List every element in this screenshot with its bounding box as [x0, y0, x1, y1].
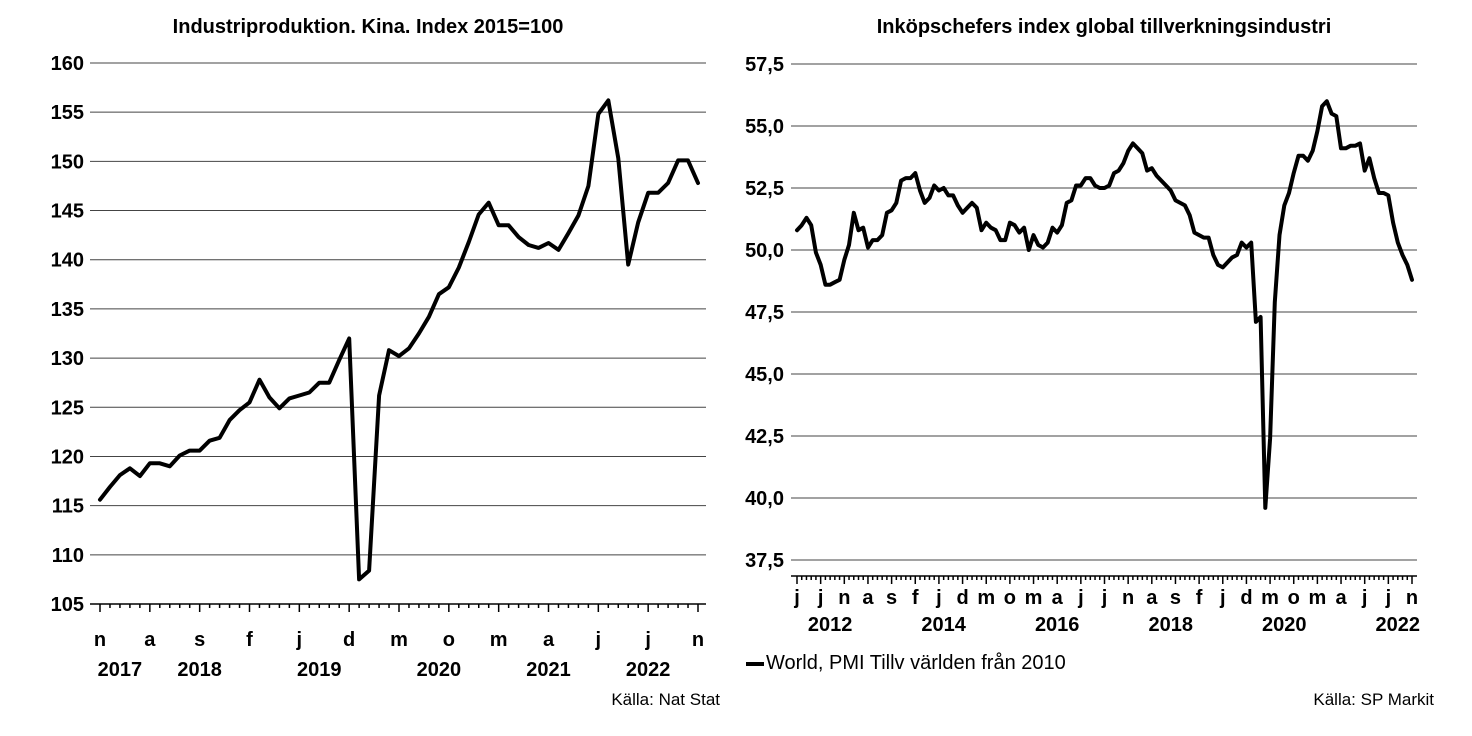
right-chart-panel: Inköpschefers index global tillverknings… [736, 0, 1472, 736]
right-month-label: o [1004, 587, 1016, 609]
left-y-tick-label: 110 [52, 545, 84, 567]
left-y-tick-label: 135 [51, 299, 84, 321]
left-month-label: j [644, 629, 651, 651]
right-y-tick-label: 37,5 [745, 550, 784, 572]
left-y-tick-label: 140 [51, 250, 84, 272]
right-month-label: j [1077, 587, 1084, 609]
right-y-tick-label: 42,5 [745, 426, 784, 448]
left-month-label: m [490, 629, 508, 651]
left-month-label: j [595, 629, 602, 651]
right-month-label: m [1025, 587, 1043, 609]
right-chart-title: Inköpschefers index global tillverknings… [876, 16, 1332, 38]
right-y-tick-label: 40,0 [745, 488, 784, 510]
right-chart-svg: 37,540,042,545,047,550,052,555,057,5j j n a… [745, 54, 1421, 636]
right-y-tick-label: 55,0 [745, 116, 784, 138]
left-month-label: s [194, 629, 205, 651]
right-month-label: a [1052, 587, 1064, 609]
left-month-label: n [692, 629, 704, 651]
right-month-label: j [817, 587, 824, 609]
left-chart-title: Industriproduktion. Kina. Index 2015=100 [172, 16, 564, 38]
right-month-label: a [862, 587, 874, 609]
left-year-label: 2021 [526, 659, 571, 681]
left-y-tick-label: 150 [51, 151, 84, 173]
left-month-label: m [390, 629, 408, 651]
right-source-text: Källa: SP Markit [1313, 690, 1434, 709]
legend-series-label: World, PMI Tillv världen från 2010 [766, 652, 1066, 674]
left-y-tick-label: 115 [52, 496, 84, 518]
right-month-label: d [956, 587, 968, 609]
left-chart-svg: 105 110 115 120 125 130 135 140 145 150 155 160 n a s f… [51, 53, 706, 681]
right-y-tick-label: 45,0 [745, 364, 784, 386]
left-y-tick-label: 155 [51, 102, 84, 124]
right-month-label: j [1219, 587, 1226, 609]
left-y-tick-label: 105 [51, 594, 84, 616]
left-year-label: 2017 [98, 659, 143, 681]
right-year-label: 2020 [1262, 614, 1307, 636]
left-month-label: n [94, 629, 106, 651]
left-y-tick-label: 130 [51, 348, 84, 370]
right-month-label: m [1261, 587, 1279, 609]
right-month-label: f [1196, 587, 1203, 609]
right-month-label: j [1101, 587, 1108, 609]
right-month-label: j [1361, 587, 1368, 609]
right-y-tick-label: 57,5 [745, 54, 784, 76]
right-month-label: a [1146, 587, 1158, 609]
left-y-tick-label: 120 [51, 446, 84, 468]
right-month-label: s [886, 587, 897, 609]
right-month-label: m [1308, 587, 1326, 609]
right-month-label: d [1240, 587, 1252, 609]
right-chart-legend: World, PMI Tillv världen från 2010 [746, 652, 1066, 675]
left-year-label: 2020 [417, 659, 462, 681]
left-month-label: a [144, 629, 156, 651]
right-series-line [795, 99, 1414, 510]
right-month-label: n [838, 587, 850, 609]
left-series-line [98, 98, 700, 582]
left-y-tick-label: 160 [51, 53, 84, 75]
left-month-label: a [543, 629, 555, 651]
right-month-label: n [1406, 587, 1418, 609]
right-year-label: 2012 [808, 614, 853, 636]
legend-line-swatch [746, 661, 764, 666]
left-year-label: 2019 [297, 659, 342, 681]
right-month-label: j [793, 587, 800, 609]
right-month-label: s [1170, 587, 1181, 609]
right-month-label: a [1335, 587, 1347, 609]
left-chart-panel: Industriproduktion. Kina. Index 2015=100… [51, 16, 720, 709]
left-month-label: j [296, 629, 303, 651]
left-y-tick-label: 145 [51, 201, 84, 223]
left-month-label: d [343, 629, 355, 651]
right-year-label: 2014 [921, 614, 966, 636]
right-month-label: n [1122, 587, 1134, 609]
right-month-label: m [977, 587, 995, 609]
left-year-label: 2018 [177, 659, 222, 681]
left-y-tick-label: 125 [51, 397, 84, 419]
right-y-tick-label: 52,5 [745, 178, 784, 200]
left-month-label: o [443, 629, 455, 651]
right-month-label: o [1288, 587, 1300, 609]
right-y-tick-label: 50,0 [745, 240, 784, 262]
left-month-label: f [246, 629, 253, 651]
right-month-label: j [1385, 587, 1392, 609]
right-year-label: 2022 [1376, 614, 1421, 636]
left-source-text: Källa: Nat Stat [611, 690, 720, 709]
right-y-tick-label: 47,5 [745, 302, 784, 324]
right-month-label: j [935, 587, 942, 609]
right-year-label: 2018 [1148, 614, 1193, 636]
right-year-label: 2016 [1035, 614, 1080, 636]
left-year-label: 2022 [626, 659, 671, 681]
right-month-label: f [912, 587, 919, 609]
